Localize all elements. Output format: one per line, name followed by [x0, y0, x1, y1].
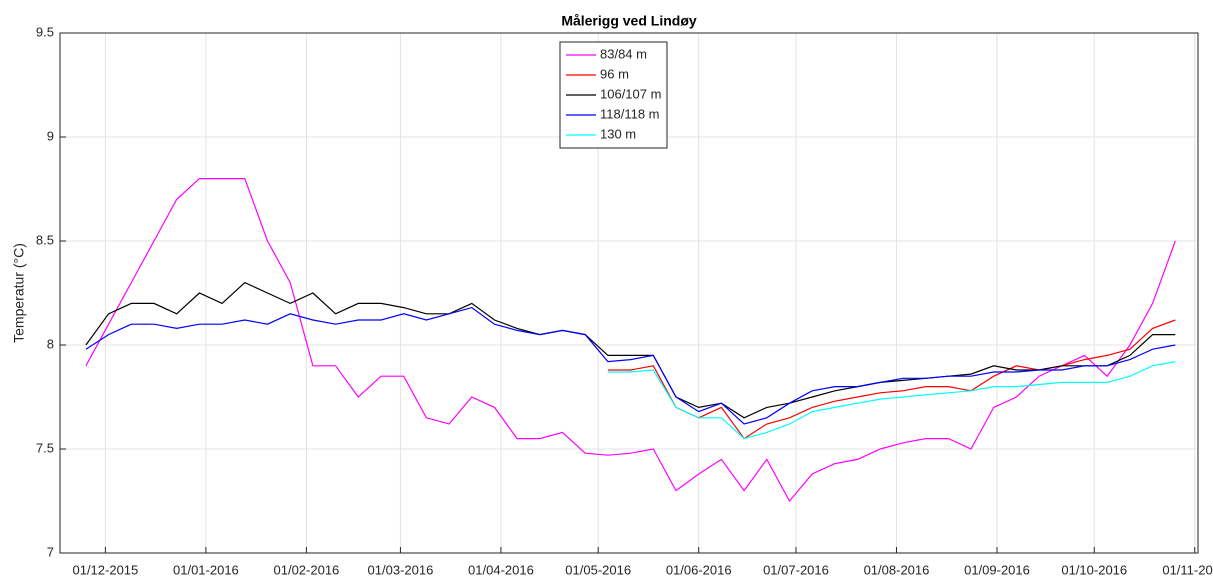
legend-label: 96 m: [600, 66, 629, 81]
legend: 83/84 m 96 m 106/107 m 118/118 m 130 m: [559, 41, 668, 149]
x-tick-label: 01/12-2015: [72, 562, 138, 577]
series-line: [607, 319, 1176, 440]
x-tick-label: 01/09-2016: [964, 562, 1030, 577]
x-tick-label: 01/01-2016: [173, 562, 239, 577]
x-tick-label: 01/07-2016: [763, 562, 829, 577]
y-axis-label: Temperatur (°C): [11, 243, 27, 343]
legend-label: 118/118 m: [600, 106, 660, 121]
legend-label: 106/107 m: [600, 86, 661, 101]
y-tick-label: 8.5: [36, 232, 54, 247]
y-tick-label: 7: [47, 544, 54, 559]
x-tick-label: 01/08-2016: [864, 562, 930, 577]
series-line: [85, 178, 1176, 503]
legend-label: 130 m: [600, 126, 636, 141]
legend-label: 83/84 m: [600, 46, 647, 61]
series-line: [85, 281, 1176, 419]
plot-frame: [59, 32, 1199, 554]
x-tick-label: 01/10-2016: [1061, 562, 1127, 577]
x-tick-label: 01/06-2016: [666, 562, 732, 577]
y-tick-label: 9.5: [36, 24, 54, 39]
x-tick-label: 01/11-2016: [1162, 562, 1213, 577]
series-line: [85, 306, 1176, 425]
y-tick-label: 7.5: [36, 440, 54, 455]
x-tick-label: 01/05-2016: [565, 562, 631, 577]
x-tick-label: 01/02-2016: [274, 562, 340, 577]
y-tick-label: 8: [47, 336, 54, 351]
series-line: [607, 361, 1176, 440]
x-tick-label: 01/03-2016: [368, 562, 434, 577]
y-tick-label: 9: [47, 128, 54, 143]
chart-title: Målerigg ved Lindøy: [561, 13, 697, 29]
x-tick-label: 01/04-2016: [468, 562, 534, 577]
